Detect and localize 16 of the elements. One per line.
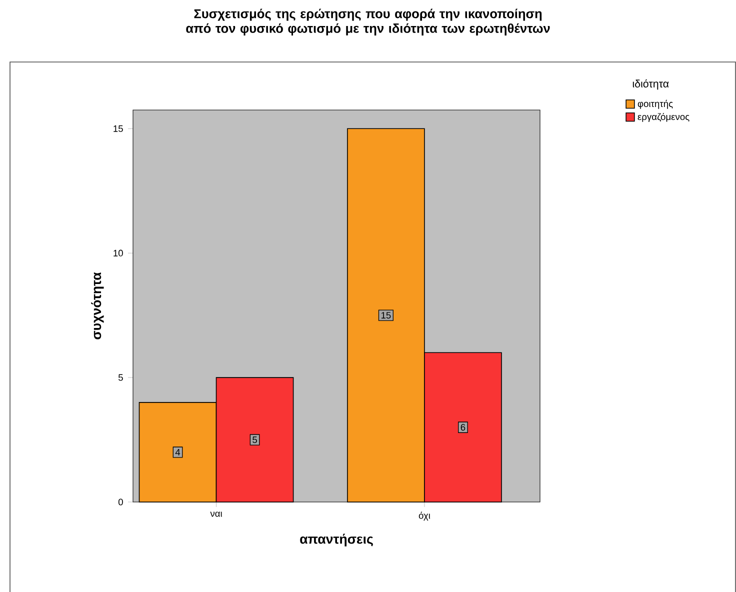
legend-label: φοιτητής: [638, 100, 673, 109]
legend-title: ιδιότητα: [632, 79, 669, 90]
data-label: 15: [381, 312, 391, 319]
y-tick-label: 10: [114, 250, 123, 256]
y-tick-label: 5: [118, 374, 123, 381]
y-axis-title: συχνότητα: [91, 272, 104, 340]
y-tick-label: 0: [118, 498, 123, 506]
y-tick-label: 15: [114, 125, 123, 132]
data-label: 5: [252, 436, 257, 444]
data-label: 6: [460, 424, 466, 431]
x-axis-title: απαντήσεις: [300, 534, 373, 546]
legend-label: εργαζόμενος: [638, 112, 690, 122]
chart-title: Συσχετισμός της ερώτησης που αφορά την ικανοποίηση από τον φυσικό φωτισμό με την ιδιότητα των ερωτηθέντων: [186, 8, 550, 36]
data-label: 4: [175, 449, 180, 456]
x-tick-label: όχι: [418, 512, 430, 521]
x-tick-label: ναι: [210, 512, 222, 517]
